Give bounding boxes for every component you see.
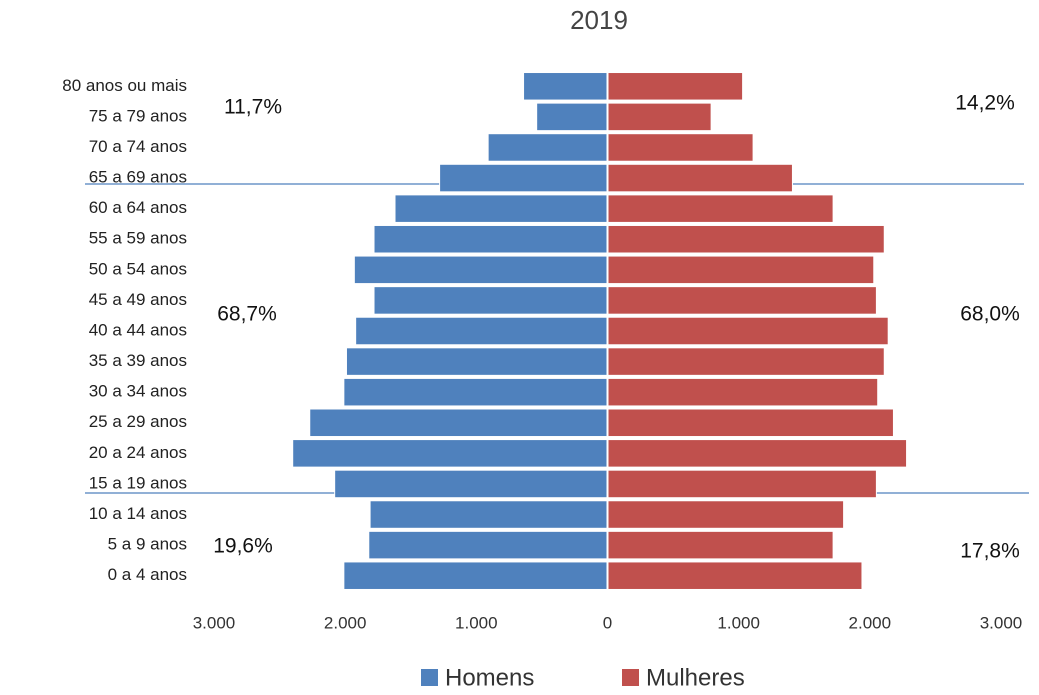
bar bbox=[607, 408, 894, 438]
bar bbox=[607, 163, 793, 193]
annotation: 17,8% bbox=[960, 540, 1020, 563]
y-tick-label: 15 a 19 anos bbox=[89, 473, 187, 492]
x-tick-label: 2.000 bbox=[324, 613, 367, 632]
y-tick-label: 80 anos ou mais bbox=[62, 76, 187, 95]
annotation: 14,2% bbox=[955, 92, 1015, 115]
bar bbox=[309, 408, 608, 438]
bar bbox=[607, 224, 885, 254]
y-tick-label: 50 a 54 anos bbox=[89, 259, 187, 278]
legend-label: Mulheres bbox=[646, 664, 745, 691]
y-tick-label: 70 a 74 anos bbox=[89, 137, 187, 156]
bar bbox=[368, 530, 608, 560]
y-tick-label: 30 a 34 anos bbox=[89, 382, 187, 401]
bar bbox=[439, 163, 608, 193]
bar bbox=[607, 347, 885, 376]
bar bbox=[607, 377, 879, 407]
bar bbox=[607, 255, 875, 285]
bar bbox=[607, 439, 908, 468]
x-tick-label: 3.000 bbox=[193, 613, 236, 632]
x-tick-label: 1.000 bbox=[455, 613, 498, 632]
bar bbox=[607, 194, 834, 223]
bar bbox=[369, 500, 609, 529]
bar bbox=[607, 561, 863, 590]
y-tick-label: 40 a 44 anos bbox=[89, 320, 187, 339]
bar bbox=[355, 316, 608, 346]
bar bbox=[343, 377, 608, 407]
bar bbox=[343, 561, 608, 590]
bar bbox=[607, 500, 845, 529]
y-tick-label: 10 a 14 anos bbox=[89, 504, 187, 523]
x-tick-label: 2.000 bbox=[849, 613, 892, 632]
bar bbox=[373, 224, 609, 254]
bar bbox=[334, 469, 608, 499]
bar bbox=[607, 469, 877, 499]
x-tick-label: 1.000 bbox=[717, 613, 760, 632]
y-tick-label: 25 a 29 anos bbox=[89, 412, 187, 431]
bar bbox=[487, 133, 608, 162]
bar bbox=[607, 530, 834, 560]
y-tick-label: 20 a 24 anos bbox=[89, 443, 187, 462]
bar bbox=[607, 133, 754, 162]
x-tick-label: 3.000 bbox=[980, 613, 1023, 632]
bar bbox=[607, 102, 712, 132]
bar bbox=[607, 72, 744, 101]
annotation: 19,6% bbox=[213, 535, 273, 558]
y-tick-label: 5 a 9 anos bbox=[108, 535, 187, 554]
legend-label: Homens bbox=[445, 664, 534, 691]
bar bbox=[345, 347, 608, 376]
y-tick-label: 60 a 64 anos bbox=[89, 198, 187, 217]
y-tick-label: 55 a 59 anos bbox=[89, 229, 187, 248]
bar bbox=[353, 255, 608, 285]
y-tick-label: 45 a 49 anos bbox=[89, 290, 187, 309]
bar bbox=[373, 286, 609, 315]
bar bbox=[523, 72, 609, 101]
x-tick-label: 0 bbox=[603, 613, 612, 632]
y-tick-label: 35 a 39 anos bbox=[89, 351, 187, 370]
legend-swatch bbox=[421, 669, 438, 686]
y-tick-label: 65 a 69 anos bbox=[89, 168, 187, 187]
bar bbox=[607, 316, 889, 346]
bar bbox=[394, 194, 609, 223]
bar bbox=[607, 286, 877, 315]
bar bbox=[292, 439, 608, 468]
chart-title: 2019 bbox=[570, 5, 628, 35]
legend-swatch bbox=[622, 669, 639, 686]
annotation: 11,7% bbox=[224, 96, 282, 119]
y-tick-label: 0 a 4 anos bbox=[108, 565, 187, 584]
annotation: 68,0% bbox=[960, 303, 1020, 326]
bar bbox=[536, 102, 608, 132]
y-tick-label: 75 a 79 anos bbox=[89, 106, 187, 125]
annotation: 68,7% bbox=[217, 303, 277, 326]
